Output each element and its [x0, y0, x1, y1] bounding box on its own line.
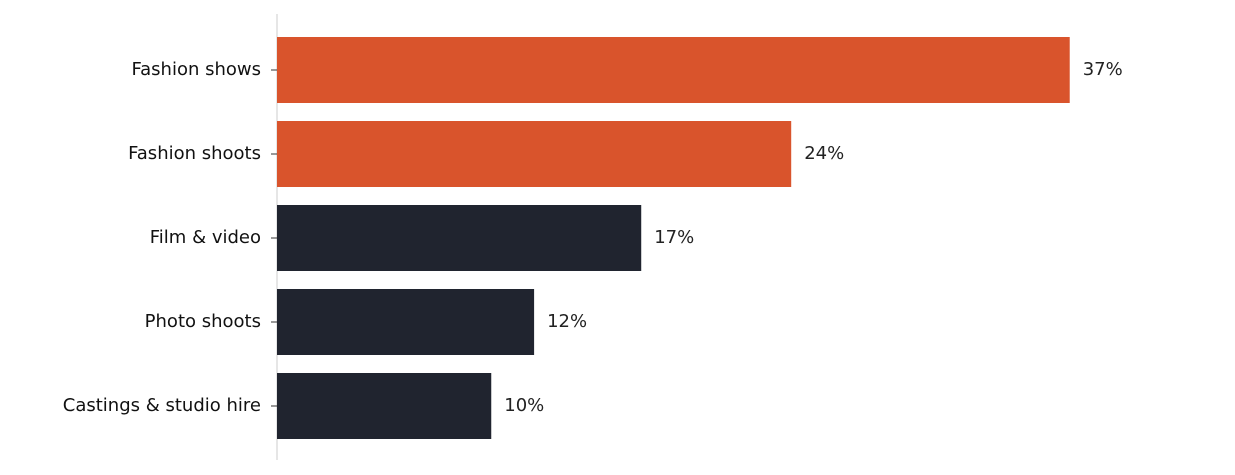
- y-tick-label: Film & video: [150, 227, 261, 248]
- bar: [277, 205, 642, 271]
- bar: [277, 373, 492, 439]
- value-label: 10%: [504, 395, 544, 416]
- bar: [277, 37, 1070, 103]
- y-tick-label: Photo shoots: [145, 311, 261, 332]
- bar: [277, 121, 792, 187]
- y-tick-label: Fashion shoots: [128, 143, 261, 164]
- value-label: 24%: [804, 143, 844, 164]
- value-label: 12%: [547, 311, 587, 332]
- value-label: 37%: [1083, 59, 1123, 80]
- value-label: 17%: [654, 227, 694, 248]
- y-tick-label: Castings & studio hire: [63, 395, 261, 416]
- y-tick-label: Fashion shows: [131, 59, 261, 80]
- bar: [277, 289, 535, 355]
